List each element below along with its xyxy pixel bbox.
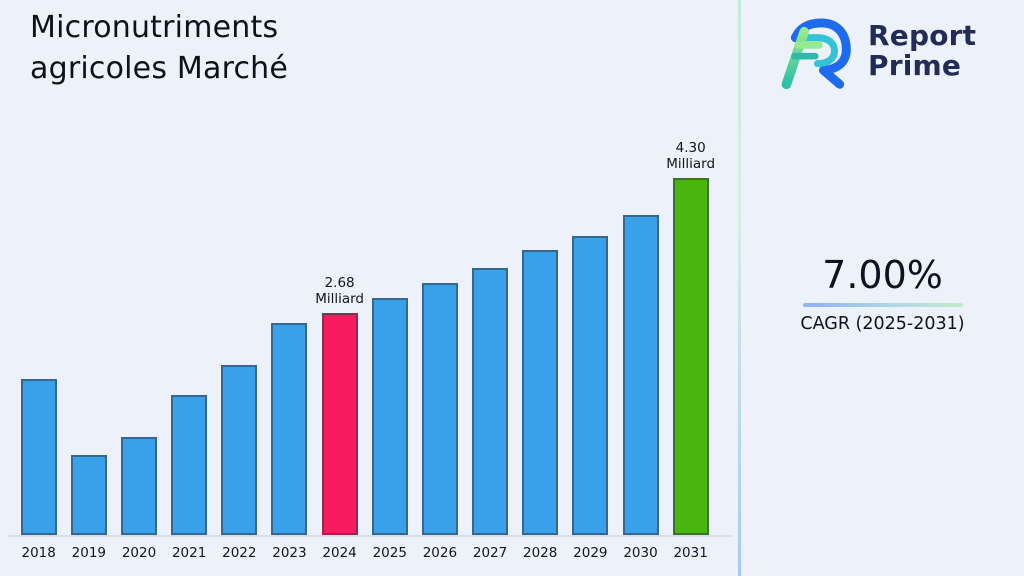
report-prime-logo: Report Prime <box>779 11 976 91</box>
x-tick-label-2025: 2025 <box>372 545 407 561</box>
x-tick-label-2019: 2019 <box>71 545 107 561</box>
bar-2023 <box>271 323 308 535</box>
page-title: Micronutriments agricoles Marché <box>30 8 288 89</box>
panel-divider <box>738 0 741 576</box>
x-tick-label-2021: 2021 <box>171 545 207 561</box>
bar-2026 <box>421 283 458 535</box>
report-prime-logo-icon <box>781 18 851 90</box>
bar-2031 <box>672 178 709 535</box>
x-tick-label-2029: 2029 <box>573 545 608 561</box>
cagr-underline <box>802 302 963 307</box>
bar-2030 <box>622 215 659 535</box>
cagr-value: 7.00% <box>822 253 943 297</box>
cagr-label: CAGR (2025-2031) <box>800 313 965 334</box>
cagr-box: 7.00% CAGR (2025-2031) <box>741 253 1024 334</box>
x-axis-line <box>8 535 731 537</box>
bar-2018 <box>20 379 57 535</box>
bar-2027 <box>472 268 509 535</box>
cagr-panel: 7.00% CAGR (2025-2031) <box>741 0 1024 576</box>
x-tick-label-2023: 2023 <box>272 545 307 561</box>
x-tick-label-2018: 2018 <box>21 545 56 561</box>
x-tick-label-2022: 2022 <box>222 545 257 561</box>
bar-2028 <box>522 250 559 535</box>
page-title-line2: agricoles Marché <box>30 50 289 86</box>
x-tick-label-2030: 2030 <box>623 545 658 561</box>
value-annotation-2031: 4.30 Milliard <box>631 140 751 172</box>
logo-text-line1: Report <box>868 19 977 53</box>
report-prime-logo-text: Report Prime <box>868 21 976 81</box>
x-tick-label-2024: 2024 <box>322 545 357 561</box>
page-title-line1: Micronutriments <box>30 10 279 45</box>
bar-2021 <box>171 395 208 535</box>
bar-2020 <box>121 437 157 535</box>
x-tick-label-2020: 2020 <box>121 545 157 561</box>
bar-2025 <box>371 298 408 535</box>
x-tick-label-2027: 2027 <box>472 545 508 561</box>
value-annotation-2024: 2.68 Milliard <box>280 275 400 307</box>
bar-2019 <box>70 455 107 535</box>
bar-2029 <box>572 236 609 535</box>
value-annotation-line: 4.30 <box>675 140 706 156</box>
x-tick-label-2028: 2028 <box>523 545 558 561</box>
bar-2024 <box>321 313 358 535</box>
value-annotation-line: 2.68 <box>324 275 355 291</box>
logo-text-line2: Prime <box>868 49 962 82</box>
value-annotation-line: Milliard <box>666 156 716 173</box>
bar-chart: 2018 2019 2020 2021 2022 2023 2024 2.68 Milliard… <box>8 140 731 561</box>
x-tick-label-2026: 2026 <box>422 545 458 561</box>
bar-2022 <box>221 365 258 535</box>
x-tick-label-2031: 2031 <box>673 545 708 561</box>
value-annotation-line: Milliard <box>315 291 364 308</box>
